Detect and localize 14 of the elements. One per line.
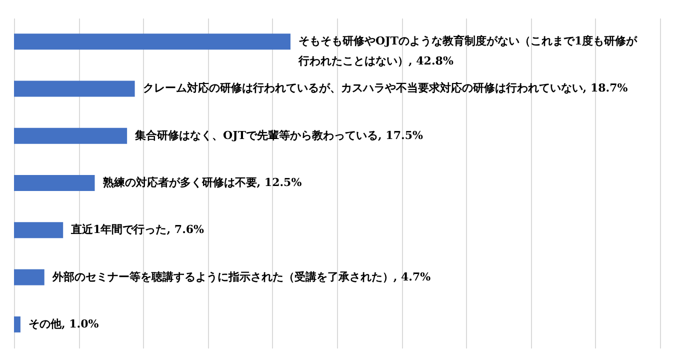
data-label: 直近1年間で行った, 7.6% (70, 223, 205, 236)
bar (14, 80, 135, 97)
data-label: そもそも研修やOJTのような教育制度がない（これまで1度も研修が行われたことはない）, 42.8% (297, 34, 638, 68)
bar (14, 222, 64, 238)
data-label: 外部のセミナー等を聴講するように指示された（受講を了承された）, 4.7% (51, 270, 432, 284)
data-label: 熟練の対応者が多く研修は不要, 12.5% (102, 176, 302, 189)
bar (14, 269, 44, 286)
bar (14, 34, 290, 50)
data-label: 集合研修はなく、OJTで先輩等から教わっている, 17.5% (134, 128, 424, 142)
data-label: クレーム対応の研修は行われているが、カスハラや不当要求対応の研修は行われていない, 18.7% (142, 82, 628, 95)
bar (14, 128, 128, 144)
data-label: その他, 1.0% (28, 317, 100, 330)
bar (14, 175, 95, 191)
bar (14, 316, 20, 332)
